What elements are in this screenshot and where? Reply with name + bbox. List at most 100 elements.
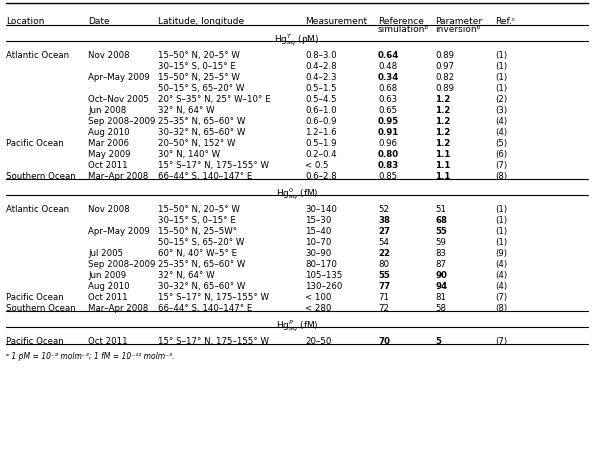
Text: Oct 2011: Oct 2011 xyxy=(88,161,128,170)
Text: (1): (1) xyxy=(495,62,507,71)
Text: < 0.5: < 0.5 xyxy=(305,161,328,170)
Text: 0.5–4.5: 0.5–4.5 xyxy=(305,95,337,104)
Text: 72: 72 xyxy=(378,304,389,313)
Text: 30° N, 140° W: 30° N, 140° W xyxy=(158,150,220,159)
Text: 50–15° S, 65–20° W: 50–15° S, 65–20° W xyxy=(158,238,244,247)
Text: Sep 2008–2009: Sep 2008–2009 xyxy=(88,117,156,126)
Text: 80: 80 xyxy=(378,260,389,269)
Text: Hg$^P_{aq}$ (fM): Hg$^P_{aq}$ (fM) xyxy=(276,318,318,334)
Text: 58: 58 xyxy=(435,304,446,313)
Text: 0.89: 0.89 xyxy=(435,84,454,93)
Text: 0.97: 0.97 xyxy=(435,62,454,71)
Text: Pacific Ocean: Pacific Ocean xyxy=(6,293,64,302)
Text: 71: 71 xyxy=(378,293,389,302)
Text: 15–50° N, 20–5° W: 15–50° N, 20–5° W xyxy=(158,205,240,214)
Text: Jun 2009: Jun 2009 xyxy=(88,271,126,280)
Text: Jun 2008: Jun 2008 xyxy=(88,106,127,115)
Text: Southern Ocean: Southern Ocean xyxy=(6,172,76,181)
Text: (4): (4) xyxy=(495,260,507,269)
Text: Aug 2010: Aug 2010 xyxy=(88,128,129,137)
Text: 59: 59 xyxy=(435,238,446,247)
Text: Measurement: Measurement xyxy=(305,17,367,26)
Text: (1): (1) xyxy=(495,227,507,236)
Text: 20–50° N, 152° W: 20–50° N, 152° W xyxy=(158,139,235,148)
Text: 0.80: 0.80 xyxy=(378,150,399,159)
Text: 77: 77 xyxy=(378,282,390,291)
Text: Nov 2008: Nov 2008 xyxy=(88,205,129,214)
Text: 50–15° S, 65–20° W: 50–15° S, 65–20° W xyxy=(158,84,244,93)
Text: Southern Ocean: Southern Ocean xyxy=(6,304,76,313)
Text: (6): (6) xyxy=(495,150,507,159)
Text: Atlantic Ocean: Atlantic Ocean xyxy=(6,205,69,214)
Text: < 280: < 280 xyxy=(305,304,331,313)
Text: 90: 90 xyxy=(435,271,447,280)
Text: Oct 2011: Oct 2011 xyxy=(88,293,128,302)
Text: 1.2: 1.2 xyxy=(435,139,450,148)
Text: 0.91: 0.91 xyxy=(378,128,399,137)
Text: 55: 55 xyxy=(435,227,447,236)
Text: Mar 2006: Mar 2006 xyxy=(88,139,129,148)
Text: 30–15° S, 0–15° E: 30–15° S, 0–15° E xyxy=(158,62,236,71)
Text: 68: 68 xyxy=(435,216,447,225)
Text: (1): (1) xyxy=(495,84,507,93)
Text: (4): (4) xyxy=(495,282,507,291)
Text: (1): (1) xyxy=(495,205,507,214)
Text: 0.95: 0.95 xyxy=(378,117,399,126)
Text: 30–15° S, 0–15° E: 30–15° S, 0–15° E xyxy=(158,216,236,225)
Text: 87: 87 xyxy=(435,260,446,269)
Text: (3): (3) xyxy=(495,106,507,115)
Text: 15–50° N, 25–5° W: 15–50° N, 25–5° W xyxy=(158,73,240,82)
Text: 1.2: 1.2 xyxy=(435,128,450,137)
Text: Pacific Ocean: Pacific Ocean xyxy=(6,139,64,148)
Text: 32° N, 64° W: 32° N, 64° W xyxy=(158,106,214,115)
Text: 0.82: 0.82 xyxy=(435,73,454,82)
Text: Aug 2010: Aug 2010 xyxy=(88,282,129,291)
Text: 0.6–1.0: 0.6–1.0 xyxy=(305,106,337,115)
Text: 22: 22 xyxy=(378,249,390,258)
Text: (1): (1) xyxy=(495,51,507,60)
Text: 15° S–17° N, 175–155° W: 15° S–17° N, 175–155° W xyxy=(158,337,269,346)
Text: (7): (7) xyxy=(495,161,507,170)
Text: 25–35° N, 65–60° W: 25–35° N, 65–60° W xyxy=(158,117,245,126)
Text: 1.2: 1.2 xyxy=(435,106,450,115)
Text: Reference: Reference xyxy=(378,17,424,26)
Text: Pacific Ocean: Pacific Ocean xyxy=(6,337,64,346)
Text: (2): (2) xyxy=(495,95,507,104)
Text: (4): (4) xyxy=(495,128,507,137)
Text: 15° S–17° N, 175–155° W: 15° S–17° N, 175–155° W xyxy=(158,161,269,170)
Text: 15–40: 15–40 xyxy=(305,227,331,236)
Text: (1): (1) xyxy=(495,216,507,225)
Text: (4): (4) xyxy=(495,271,507,280)
Text: 52: 52 xyxy=(378,205,389,214)
Text: 38: 38 xyxy=(378,216,390,225)
Text: 54: 54 xyxy=(378,238,389,247)
Text: 66–44° S, 140–147° E: 66–44° S, 140–147° E xyxy=(158,304,252,313)
Text: inversionᵇ: inversionᵇ xyxy=(435,25,481,34)
Text: 0.64: 0.64 xyxy=(378,51,399,60)
Text: < 100: < 100 xyxy=(305,293,331,302)
Text: 0.8–3.0: 0.8–3.0 xyxy=(305,51,337,60)
Text: 15° S–17° N, 175–155° W: 15° S–17° N, 175–155° W xyxy=(158,293,269,302)
Text: Parameter: Parameter xyxy=(435,17,482,26)
Text: 0.65: 0.65 xyxy=(378,106,397,115)
Text: 30–90: 30–90 xyxy=(305,249,331,258)
Text: simulationᵇ: simulationᵇ xyxy=(378,25,429,34)
Text: 0.5–1.5: 0.5–1.5 xyxy=(305,84,337,93)
Text: 0.83: 0.83 xyxy=(378,161,399,170)
Text: (7): (7) xyxy=(495,293,507,302)
Text: 30–32° N, 65–60° W: 30–32° N, 65–60° W xyxy=(158,282,245,291)
Text: (7): (7) xyxy=(495,337,507,346)
Text: Location: Location xyxy=(6,17,45,26)
Text: 0.6–2.8: 0.6–2.8 xyxy=(305,172,337,181)
Text: 94: 94 xyxy=(435,282,447,291)
Text: 0.6–0.9: 0.6–0.9 xyxy=(305,117,336,126)
Text: 0.34: 0.34 xyxy=(378,73,399,82)
Text: 0.96: 0.96 xyxy=(378,139,397,148)
Text: 0.48: 0.48 xyxy=(378,62,397,71)
Text: 20° S–35° N, 25° W–10° E: 20° S–35° N, 25° W–10° E xyxy=(158,95,271,104)
Text: Oct–Nov 2005: Oct–Nov 2005 xyxy=(88,95,149,104)
Text: 1.1: 1.1 xyxy=(435,161,450,170)
Text: Atlantic Ocean: Atlantic Ocean xyxy=(6,51,69,60)
Text: (1): (1) xyxy=(495,73,507,82)
Text: Hg$^0_{aq}$ (fM): Hg$^0_{aq}$ (fM) xyxy=(276,186,318,202)
